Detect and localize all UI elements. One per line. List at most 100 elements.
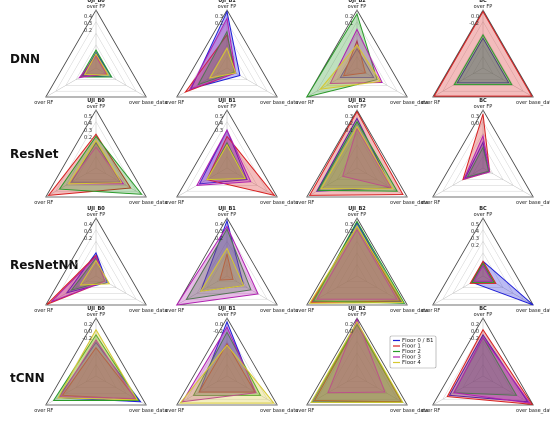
radar-gridline [216,55,238,75]
tick-label: 0.4 [215,222,223,228]
row-label-resnetnn: ResNetNN [10,258,79,272]
tick-label: 0.2 [345,322,353,328]
radar-gridline [206,352,248,388]
tick-label: 0.2 [84,322,92,328]
axis-label-over-fp: over FP [474,104,493,110]
series-polygon-floor-3 [175,225,259,306]
radar-gridline [442,121,524,192]
series-polygon-floor-4 [318,43,382,90]
axis-label-over-rf: over RF [165,308,184,314]
radar-gridline [176,317,278,406]
radar-spoke [356,275,408,306]
series-polygon-floor-1 [342,39,366,77]
radar-gridline [186,329,268,400]
radar-gridline [326,240,388,294]
radar-gridline [472,55,494,75]
tick-label: 0.2 [345,14,353,20]
radar-gridline [326,340,388,394]
axis-label-over-fp: over FP [348,212,367,218]
tick-label: 0.0 [471,121,479,127]
axis-label-over-base-data: over base_data [390,100,428,106]
series-polygon-floor-3 [315,228,399,300]
tick-label: 0.1 [345,128,353,134]
axis-label-over-base-data: over base_data [129,308,167,314]
axis-label-over-base-data: over base_data [516,100,550,106]
radar-spoke [482,167,534,198]
radar-gridline [326,132,388,186]
tick-label: 0.3 [345,114,353,120]
axis-label-over-rf: over RF [421,308,440,314]
series-polygon-floor-4 [206,143,247,181]
axis-label-over-fp: over FP [218,212,237,218]
series-polygon-floor-1 [308,110,404,196]
panel-title: UJI_B2 [348,98,366,104]
radar-spoke [306,275,358,306]
axis-label-over-base-data: over base_data [129,100,167,106]
panel-title: UJI_B1 [218,0,236,4]
axis-label-over-base-data: over base_data [129,408,167,414]
tick-label: -0.2 [82,336,92,342]
panel-title: BC [479,0,487,4]
radar-gridline [45,217,147,306]
tick-label: 0.3 [84,21,92,27]
radar-gridline [216,155,238,175]
radar-gridline [65,132,127,186]
radar-gridline [176,217,278,306]
radar-spoke [482,375,534,406]
series-polygon-floor-4 [320,125,394,190]
radar-spoke [95,67,147,98]
tick-label: 0.5 [84,114,92,120]
radar-gridline [216,363,238,383]
radar-gridline [316,329,398,400]
tick-label: 0.3 [84,128,92,134]
radar-gridline [196,340,258,394]
axis-label-over-rf: over RF [34,100,53,106]
legend-item-label: Floor 1 [402,344,421,350]
axis-label-over-rf: over RF [295,100,314,106]
series-polygon-floor-3 [67,146,125,185]
axis-label-over-rf: over RF [295,408,314,414]
radar-gridline [176,109,278,198]
series-polygon-floor-4 [57,328,139,401]
series-polygon-floor-3 [327,317,386,394]
tick-label: 0.4 [471,229,479,235]
tick-label: 0.3 [345,222,353,228]
tick-label: 0.5 [471,222,479,228]
axis-label-over-fp: over FP [348,104,367,110]
axis-label-over-fp: over FP [474,312,493,318]
panel-title: UJI_B0 [87,0,105,4]
series-polygon-floor-4 [67,139,123,185]
radar-gridline [472,363,494,383]
radar-gridline [432,9,534,98]
axis-label-over-fp: over FP [218,4,237,10]
radar-spoke [356,375,408,406]
panel-title: BC [479,306,487,312]
series-polygon-floor-3 [473,264,493,282]
radar-gridline [75,352,117,388]
axis-label-over-rf: over RF [295,308,314,314]
radar-gridline [336,44,378,80]
axis-label-over-rf: over RF [421,200,440,206]
row-labels: DNN ResNet ResNetNN tCNN [10,52,79,385]
series-polygon-floor-2 [466,145,490,178]
radar-spoke [45,67,97,98]
axis-label-over-rf: over RF [165,200,184,206]
radar-gridline [462,44,504,80]
axis-label-over-rf: over RF [421,100,440,106]
tick-label: 0.2 [84,135,92,141]
radar-gridline [462,352,504,388]
radar-gridline [55,21,137,92]
tick-label: 0.3 [215,229,223,235]
tick-label: 0.2 [215,236,223,242]
